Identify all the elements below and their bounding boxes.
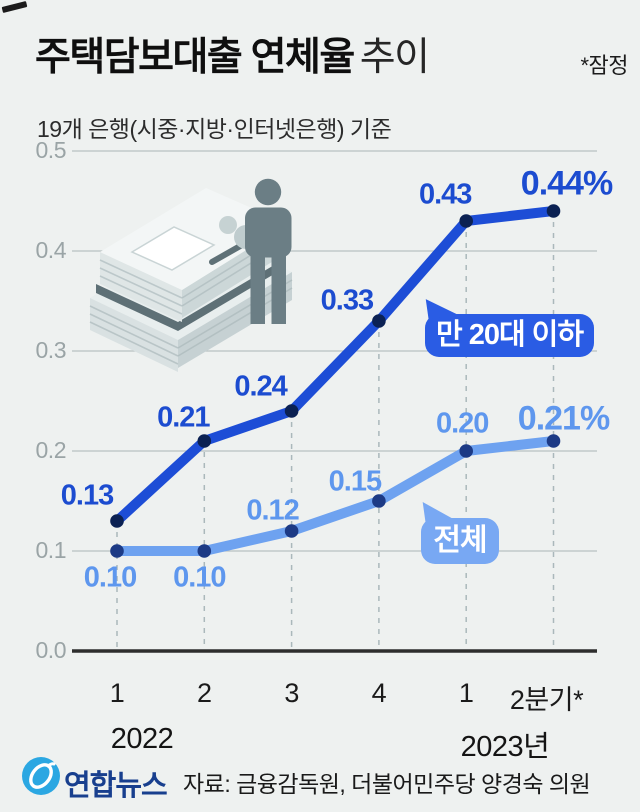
year-label: 2023년 (460, 731, 550, 763)
x-tick-label: 4 (371, 678, 387, 708)
value-label: 0.10 (173, 561, 226, 594)
y-tick-label: 0.4 (35, 236, 67, 263)
news-agency-name: 연합뉴스 (64, 770, 168, 802)
data-point (459, 444, 474, 458)
x-tick-label: 1 (109, 678, 125, 708)
series-line (112, 436, 559, 556)
title-light: 추이 (359, 36, 430, 79)
y-tick-label: 0.1 (35, 536, 67, 563)
series-callout-all: 전체 (421, 498, 499, 564)
x-tick-label: 2 (197, 678, 212, 708)
provisional-note: *잠정 (580, 53, 628, 78)
data-point (546, 434, 561, 448)
value-label: 0.20 (435, 407, 489, 440)
yonhap-logo-icon (22, 757, 60, 795)
y-tick-label: 0.5 (35, 136, 67, 163)
data-point (372, 314, 386, 328)
x-tick-label: 3 (284, 678, 299, 708)
person-icon (245, 178, 292, 324)
data-point (110, 544, 124, 558)
value-label: 0.43 (418, 178, 472, 211)
value-label: 0.21% (517, 399, 610, 438)
money-stack-illustration (89, 178, 293, 372)
series-callout-young-label: 만 20대 이하 (435, 319, 584, 351)
data-point (284, 404, 299, 418)
x-tick-label: 2분기* (509, 685, 584, 715)
footer: 연합뉴스 자료: 금융감독원, 더불어민주당 양경숙 의원 (0, 750, 640, 812)
dashed-guides (116, 211, 555, 651)
series-line (112, 206, 559, 526)
data-point (372, 494, 386, 508)
year-label: 2022 (110, 723, 174, 755)
callout-tail (425, 295, 459, 319)
data-point (459, 214, 474, 228)
data-point (546, 204, 561, 218)
data-lines (110, 204, 561, 558)
series-callout-all-label: 전체 (433, 524, 487, 557)
value-label: 0.12 (246, 494, 299, 527)
callout-tail (422, 498, 454, 523)
x-tick-label: 1 (458, 678, 474, 708)
series-callout-young: 만 20대 이하 (425, 295, 594, 357)
value-label: 0.24 (234, 370, 287, 403)
value-label: 0.44% (520, 164, 613, 203)
value-label: 0.33 (320, 284, 374, 317)
data-point (197, 434, 212, 448)
data-point (284, 524, 299, 538)
y-tick-label: 0.0 (35, 636, 67, 663)
value-label: 0.15 (328, 465, 382, 498)
source-credit: 자료: 금융감독원, 더불어민주당 양경숙 의원 (183, 771, 591, 797)
y-tick-label: 0.2 (35, 436, 67, 463)
chart-subtitle: 19개 은행(시중·지방·인터넷은행) 기준 (37, 116, 392, 142)
value-label: 0.10 (83, 561, 137, 594)
y-tick-label: 0.3 (35, 336, 67, 363)
page-title: 주택담보대출 연체율 추이 (35, 26, 430, 82)
value-label: 0.21 (157, 401, 210, 434)
title-bold: 주택담보대출 연체율 (35, 36, 355, 79)
data-point (110, 514, 124, 528)
data-point (197, 544, 212, 558)
value-label: 0.13 (60, 479, 114, 512)
